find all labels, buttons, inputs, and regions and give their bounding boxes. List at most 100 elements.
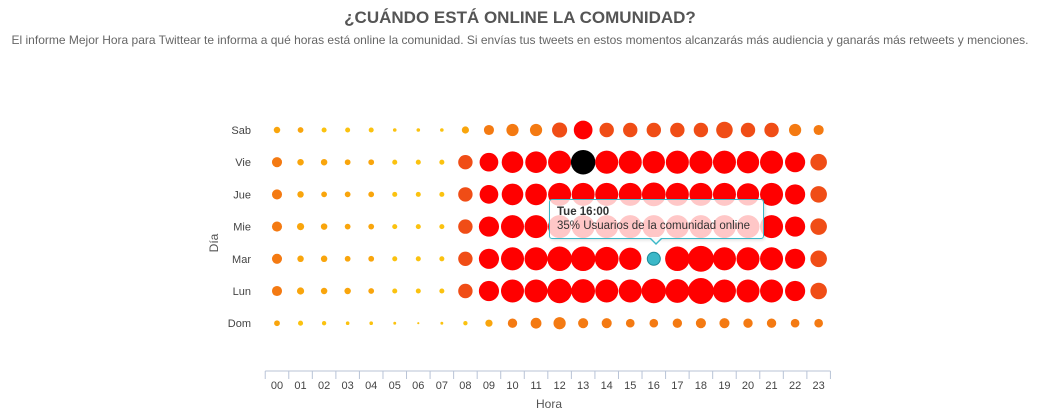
data-point-dom-08[interactable]: [463, 321, 468, 326]
data-point-sab-13[interactable]: [573, 120, 593, 140]
data-point-mie-07[interactable]: [439, 224, 445, 230]
data-point-dom-16[interactable]: [649, 318, 659, 328]
data-point-dom-03[interactable]: [345, 321, 350, 326]
data-point-sab-14[interactable]: [599, 122, 614, 138]
data-point-sab-06[interactable]: [416, 128, 421, 132]
data-point-sab-19[interactable]: [716, 121, 733, 139]
data-point-sab-08[interactable]: [461, 126, 469, 134]
data-point-dom-04[interactable]: [369, 321, 374, 326]
data-point-vie-08[interactable]: [458, 155, 473, 170]
data-point-dom-13[interactable]: [578, 318, 589, 329]
data-point-mar-15[interactable]: [619, 247, 642, 270]
data-point-dom-18[interactable]: [695, 318, 706, 329]
data-point-mar-20[interactable]: [736, 247, 760, 271]
data-point-lun-14[interactable]: [595, 279, 619, 303]
data-point-dom-19[interactable]: [719, 318, 730, 329]
data-point-jue-08[interactable]: [458, 187, 473, 202]
data-point-mar-10[interactable]: [500, 247, 525, 271]
data-point-mar-03[interactable]: [344, 255, 351, 262]
data-point-mie-23[interactable]: [810, 218, 827, 235]
data-point-dom-11[interactable]: [530, 317, 542, 329]
data-point-jue-21[interactable]: [760, 182, 784, 206]
data-point-sab-15[interactable]: [623, 122, 638, 138]
data-point-mar-09[interactable]: [478, 248, 500, 269]
data-point-dom-00[interactable]: [274, 320, 280, 327]
data-point-vie-14[interactable]: [595, 150, 619, 174]
data-point-sab-07[interactable]: [440, 128, 444, 132]
data-point-vie-22[interactable]: [785, 152, 806, 173]
data-point-mar-18[interactable]: [687, 245, 714, 272]
data-point-mie-06[interactable]: [415, 224, 421, 230]
data-point-lun-18[interactable]: [687, 278, 714, 304]
data-point-sab-10[interactable]: [506, 123, 519, 137]
data-point-dom-09[interactable]: [485, 319, 493, 327]
data-point-vie-13[interactable]: [570, 149, 596, 175]
data-point-jue-05[interactable]: [392, 191, 398, 197]
data-point-mie-00[interactable]: [271, 221, 283, 232]
data-point-dom-12[interactable]: [553, 317, 566, 330]
data-point-mie-09[interactable]: [478, 216, 500, 237]
data-point-sab-00[interactable]: [273, 126, 281, 134]
data-point-lun-10[interactable]: [500, 279, 525, 303]
data-point-dom-17[interactable]: [672, 318, 683, 328]
data-point-lun-02[interactable]: [320, 287, 328, 295]
data-point-lun-12[interactable]: [547, 278, 572, 304]
data-point-lun-05[interactable]: [392, 288, 398, 294]
data-point-mie-05[interactable]: [392, 224, 398, 230]
data-point-sab-21[interactable]: [764, 122, 779, 138]
data-point-vie-07[interactable]: [439, 159, 445, 165]
data-point-mar-05[interactable]: [392, 256, 398, 262]
data-point-vie-04[interactable]: [368, 159, 375, 166]
data-point-dom-01[interactable]: [298, 320, 304, 326]
data-point-lun-01[interactable]: [296, 287, 305, 295]
data-point-sab-12[interactable]: [552, 122, 568, 138]
data-point-dom-20[interactable]: [743, 318, 753, 328]
data-point-vie-10[interactable]: [501, 151, 524, 173]
data-point-sab-11[interactable]: [529, 123, 543, 137]
data-point-sab-09[interactable]: [483, 124, 494, 136]
data-point-lun-09[interactable]: [478, 280, 500, 302]
data-point-mar-06[interactable]: [415, 256, 421, 262]
data-point-vie-16[interactable]: [642, 151, 665, 174]
data-point-mie-03[interactable]: [344, 223, 351, 230]
data-point-mar-16[interactable]: [646, 251, 661, 266]
data-point-vie-12[interactable]: [548, 150, 572, 174]
data-point-sab-22[interactable]: [788, 123, 802, 137]
data-point-vie-21[interactable]: [760, 150, 784, 174]
data-point-sab-20[interactable]: [740, 122, 756, 138]
data-point-lun-22[interactable]: [785, 280, 806, 302]
data-point-mie-11[interactable]: [524, 215, 548, 239]
data-point-mar-02[interactable]: [320, 255, 328, 263]
data-point-vie-05[interactable]: [392, 159, 398, 165]
data-point-jue-02[interactable]: [321, 191, 327, 198]
data-point-mar-19[interactable]: [712, 247, 736, 271]
data-point-mie-01[interactable]: [296, 223, 305, 231]
data-point-lun-20[interactable]: [736, 279, 760, 303]
data-point-jue-01[interactable]: [297, 191, 304, 198]
data-point-lun-06[interactable]: [415, 288, 421, 294]
data-point-vie-09[interactable]: [479, 152, 499, 172]
data-point-dom-22[interactable]: [790, 318, 800, 328]
data-point-sab-17[interactable]: [670, 122, 685, 138]
data-point-mie-10[interactable]: [500, 215, 525, 239]
data-point-lun-17[interactable]: [665, 279, 690, 303]
data-point-mar-11[interactable]: [524, 247, 548, 271]
data-point-sab-01[interactable]: [297, 127, 304, 133]
data-point-dom-07[interactable]: [440, 321, 444, 325]
data-point-lun-03[interactable]: [344, 287, 351, 295]
data-point-lun-08[interactable]: [458, 283, 473, 299]
data-point-dom-14[interactable]: [601, 318, 612, 329]
data-point-vie-01[interactable]: [297, 158, 304, 166]
data-point-lun-23[interactable]: [810, 282, 827, 300]
data-point-dom-15[interactable]: [625, 318, 635, 328]
data-point-dom-10[interactable]: [507, 318, 518, 328]
data-point-lun-16[interactable]: [641, 278, 667, 304]
data-point-lun-11[interactable]: [524, 279, 548, 303]
data-point-mar-14[interactable]: [594, 246, 619, 271]
data-point-sab-16[interactable]: [646, 122, 661, 138]
data-point-vie-19[interactable]: [712, 150, 736, 174]
data-point-vie-15[interactable]: [618, 150, 642, 174]
data-point-jue-09[interactable]: [479, 185, 499, 204]
data-point-mar-01[interactable]: [297, 255, 304, 263]
data-point-sab-05[interactable]: [392, 128, 397, 132]
